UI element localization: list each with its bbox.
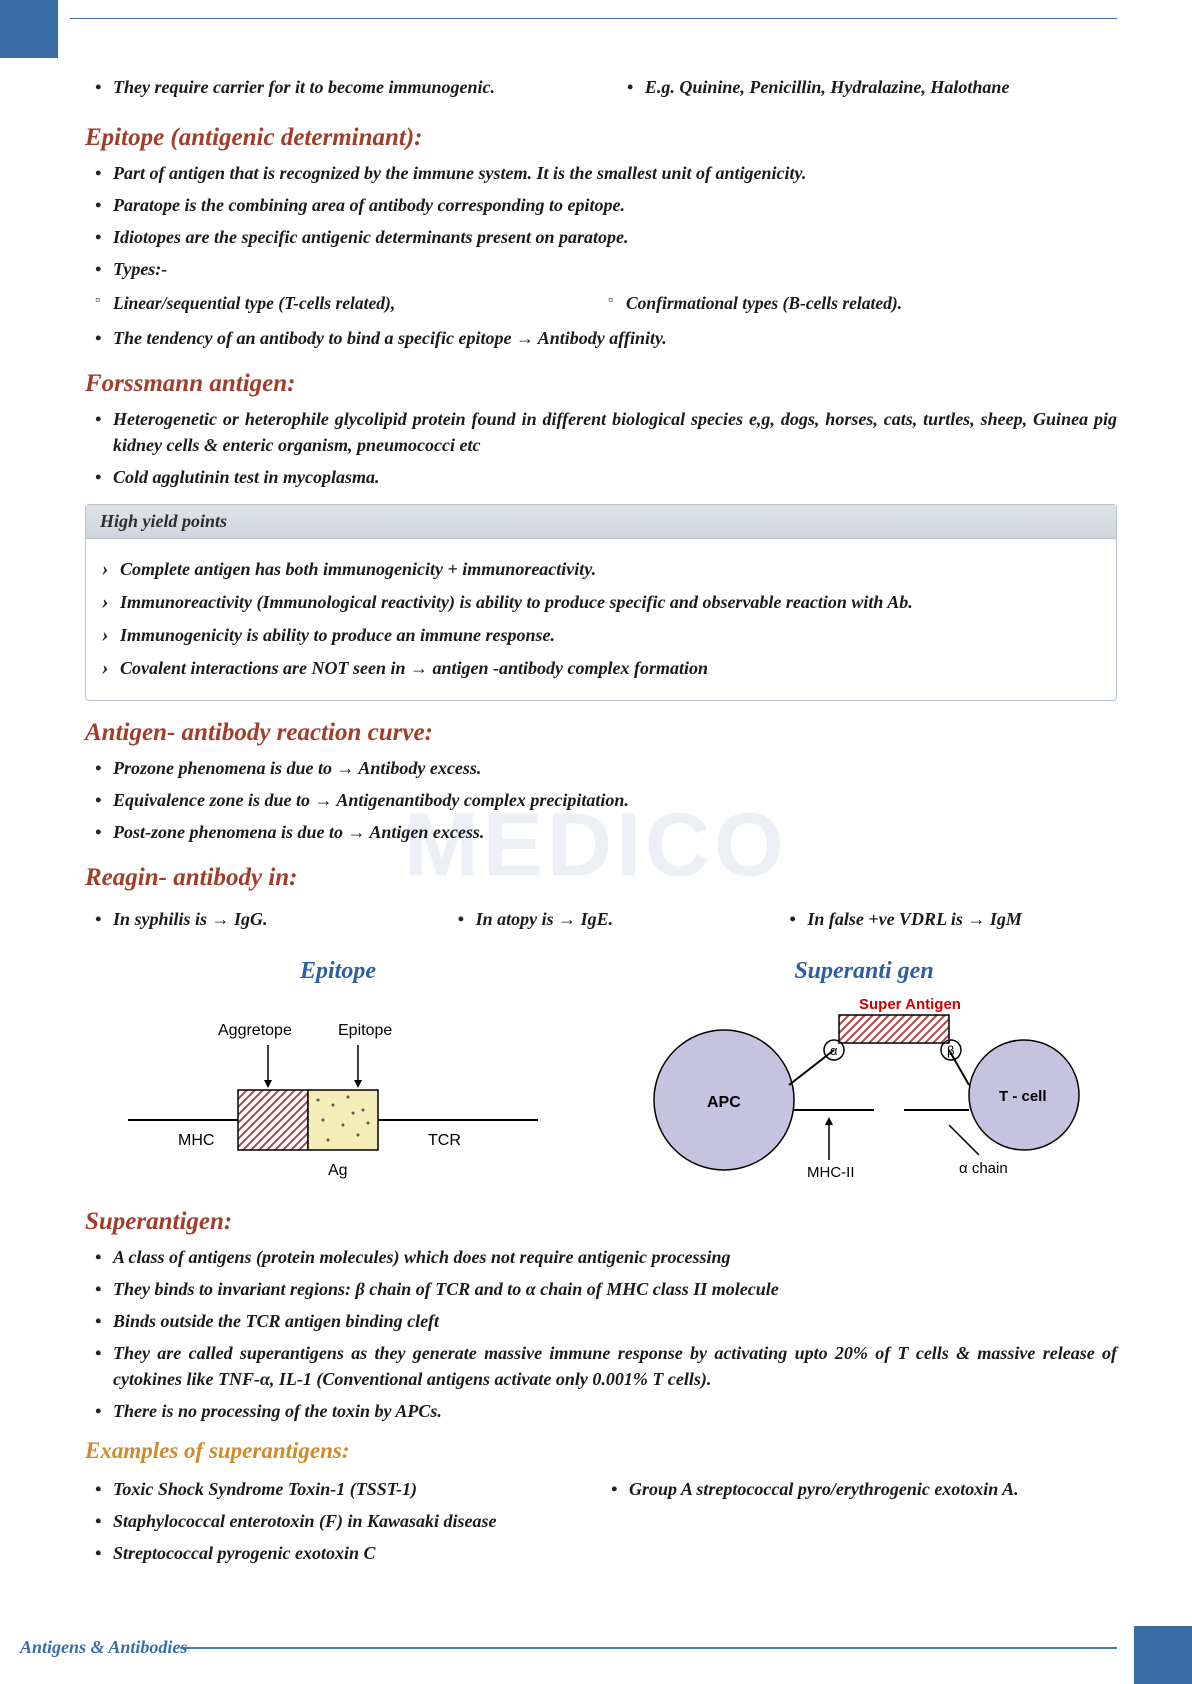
label-tcell: T - cell [999,1088,1047,1105]
intro-right: E.g. Quinine, Penicillin, Hydralazine, H… [623,74,1117,100]
label-epitope: Epitope [338,1022,392,1039]
curve-list: Prozone phenomena is due to → Antibody e… [85,755,1117,845]
forssmann-heading: Forssmann antigen: [85,370,1117,398]
hy-item: Immunogenicity is ability to produce an … [100,622,1102,648]
top-rule [70,18,1117,19]
label-superantigen: Super Antigen [859,996,961,1013]
label-ag: Ag [328,1162,348,1179]
epitope-last: The tendency of an antibody to bind a sp… [85,325,1117,351]
bullet: Paratope is the combining area of antibo… [91,192,1117,218]
label-mhc: MHC [178,1132,214,1149]
reagin-row: In syphilis is → IgG. In atopy is → IgE.… [85,900,1117,938]
bullet: Equivalence zone is due to → Antigenanti… [91,787,1117,813]
forssmann-list: Heterogenetic or heterophile glycolipid … [85,406,1117,490]
bullet: Part of antigen that is recognized by th… [91,160,1117,186]
page-content: They require carrier for it to become im… [85,30,1117,1572]
label-apc: APC [707,1094,741,1111]
bullet: They are called superantigens as they ge… [91,1340,1117,1392]
footer-label: Antigens & Antibodies [20,1637,187,1658]
label-tcr: TCR [428,1132,461,1149]
super-svg: APC T - cell Super Antigen α β MHC [629,995,1099,1185]
type-left: Linear/sequential type (T-cells related)… [91,293,604,314]
bullet: There is no processing of the toxin by A… [91,1398,1117,1424]
reagin-col: In atopy is → IgE. [454,906,786,932]
examples-left: Toxic Shock Syndrome Toxin-1 (TSST-1) St… [85,1470,601,1572]
bullet: A class of antigens (protein molecules) … [91,1244,1117,1270]
superantigen-diagram: Superanti gen APC T - cell Super Antigen [611,958,1117,1190]
intro-left-text: They require carrier for it to become im… [113,77,495,97]
label-alpha: α [830,1043,838,1058]
footer-rule [180,1647,1117,1649]
bullet: Cold agglutinin test in mycoplasma. [91,464,1117,490]
intro-right-text: E.g. Quinine, Penicillin, Hydralazine, H… [645,77,1010,97]
epitope-heading: Epitope (antigenic determinant): [85,124,1117,152]
epitope-diag-title: Epitope [85,958,591,985]
hy-item: Complete antigen has both immunogenicity… [100,556,1102,582]
super-list: A class of antigens (protein molecules) … [85,1244,1117,1425]
label-aggretope: Aggretope [218,1022,292,1039]
footer-corner-tab [1134,1626,1192,1684]
label-beta: β [947,1043,954,1058]
bullet: Types:- [91,256,1117,282]
bullet: They binds to invariant regions: β chain… [91,1276,1117,1302]
bullet: Binds outside the TCR antigen binding cl… [91,1308,1117,1334]
diagram-row: Epitope [85,958,1117,1190]
examples-right: Group A streptococcal pyro/erythrogenic … [601,1470,1117,1572]
bullet: Toxic Shock Syndrome Toxin-1 (TSST-1) [91,1476,601,1502]
bullet: Prozone phenomena is due to → Antibody e… [91,755,1117,781]
reagin-col: In syphilis is → IgG. [91,906,454,932]
epitope-diagram: Epitope [85,958,591,1190]
high-yield-box: High yield points Complete antigen has b… [85,504,1117,701]
bullet: Post-zone phenomena is due to → Antigen … [91,819,1117,845]
hy-item: Immunoreactivity (Immunological reactivi… [100,589,1102,615]
type-right: Confirmational types (B-cells related). [604,293,1117,314]
label-mhc2: MHC-II [807,1164,855,1181]
bullet: Idiotopes are the specific antigenic det… [91,224,1117,250]
bullet: Group A streptococcal pyro/erythrogenic … [607,1476,1117,1502]
bullet: Streptococcal pyrogenic exotoxin C [91,1540,601,1566]
reagin-col: In false +ve VDRL is → IgM [785,906,1117,932]
high-yield-body: Complete antigen has both immunogenicity… [86,539,1116,700]
intro-bullets: They require carrier for it to become im… [85,68,1117,106]
high-yield-title: High yield points [86,505,1116,539]
reagin-heading: Reagin- antibody in: [85,864,1117,892]
epitope-svg: Aggretope Epitope MHC Ag TCR [118,995,558,1185]
examples-row: Toxic Shock Syndrome Toxin-1 (TSST-1) St… [85,1470,1117,1572]
epitope-types-row: Linear/sequential type (T-cells related)… [85,288,1117,319]
curve-heading: Antigen- antibody reaction curve: [85,719,1117,747]
intro-left: They require carrier for it to become im… [91,74,623,100]
bullet: Heterogenetic or heterophile glycolipid … [91,406,1117,458]
bullet: Staphylococcal enterotoxin (F) in Kawasa… [91,1508,601,1534]
hy-item: Covalent interactions are NOT seen in → … [100,655,1102,681]
epitope-list: Part of antigen that is recognized by th… [85,160,1117,282]
super-heading: Superantigen: [85,1208,1117,1236]
top-corner-tab [0,0,58,58]
label-achain: α chain [959,1160,1008,1177]
examples-heading: Examples of superantigens: [85,1438,1117,1464]
super-diag-title: Superanti gen [611,958,1117,985]
bullet: The tendency of an antibody to bind a sp… [91,325,1117,351]
